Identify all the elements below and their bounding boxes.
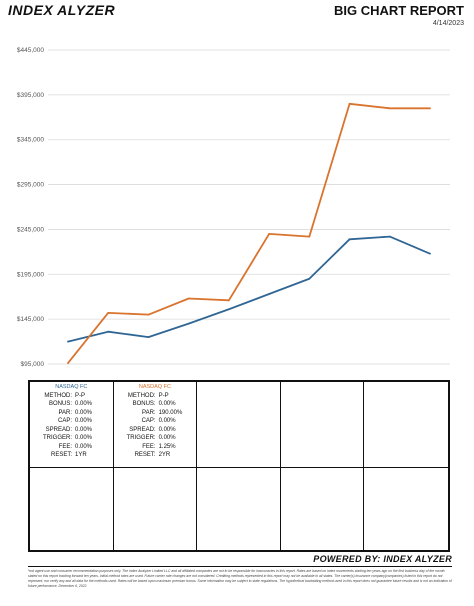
row-value: 0.00%	[75, 409, 93, 416]
panel-row-fee: FEE: 0.00%	[30, 443, 113, 452]
row-value: 1.25%	[158, 443, 176, 450]
report-date: 4/14/2023	[432, 20, 464, 27]
row-label: TRIGGER:	[42, 435, 72, 441]
method-panel-10	[364, 468, 448, 550]
data-point	[308, 277, 311, 280]
panel-row-trigger: TRIGGER: 0.00%	[114, 434, 197, 443]
row-label: RESET:	[50, 452, 72, 458]
data-point	[147, 313, 150, 316]
y-tick-label: $445,000	[17, 47, 44, 54]
row-value: 0.00%	[75, 435, 93, 441]
method-panel-7	[114, 468, 198, 550]
data-point	[67, 362, 69, 365]
method-panel-2: NASDAQ FC METHOD: P-P BONUS: 0.00% PAR: 190…	[113, 382, 198, 468]
row-label: TRIGGER:	[126, 435, 156, 441]
data-point	[268, 293, 271, 295]
data-point	[429, 107, 431, 110]
panel-row-par: PAR: 0.00%	[30, 409, 113, 418]
y-tick-label: $295,000	[17, 182, 44, 189]
crediting-methods-grid: NASDAQ FC METHOD: P-P BONUS: 0.00% PAR: 0.0…	[28, 380, 450, 552]
y-tick-label: $95,000	[21, 361, 45, 368]
row-value: 190.00%	[158, 409, 183, 416]
report-title: BIG CHART REPORT	[334, 3, 464, 18]
row-value: 0.00%	[75, 426, 93, 433]
data-point	[268, 233, 271, 235]
method-panel-6	[30, 468, 114, 550]
data-point	[348, 238, 351, 241]
row-value: P-P	[158, 392, 169, 399]
data-point	[227, 308, 230, 311]
method-panel-title: NASDAQ FC	[138, 384, 171, 390]
panel-row-method: METHOD: P-P	[114, 392, 197, 401]
row-label: PAR:	[58, 409, 72, 416]
panel-row-par: PAR: 190.00%	[114, 409, 197, 418]
data-point	[388, 107, 391, 110]
panel-row-spread: SPREAD: 0.00%	[114, 426, 197, 435]
row-value: 0.00%	[158, 435, 176, 441]
panel-row-cap: CAP: 0.00%	[30, 417, 113, 426]
data-point	[107, 330, 110, 333]
method-panel-1: NASDAQ FC METHOD: P-P BONUS: 0.00% PAR: 0.0…	[30, 382, 114, 468]
row-label: BONUS:	[48, 401, 72, 407]
method-panel-5	[364, 382, 448, 468]
panel-row-reset: RESET: 1YR	[30, 451, 113, 460]
row-value: 0.00%	[75, 401, 93, 407]
data-point	[388, 235, 391, 238]
y-tick-label: $195,000	[17, 271, 44, 278]
row-label: CAP:	[141, 418, 156, 424]
y-tick-label: $395,000	[17, 92, 44, 99]
y-tick-label: $145,000	[17, 316, 44, 323]
series-line-2	[67, 102, 430, 364]
index-alyzer-logo: INDEX ALYZER	[8, 2, 116, 18]
row-label: CAP:	[57, 418, 72, 424]
y-tick-label: $345,000	[17, 137, 44, 144]
panel-row-bonus: BONUS: 0.00%	[114, 400, 197, 409]
powered-by-label: POWERED BY: INDEX ALYZER	[313, 554, 452, 564]
row-value: 0.00%	[75, 443, 93, 450]
row-label: BONUS:	[132, 401, 156, 407]
row-label: SPREAD:	[45, 426, 72, 433]
method-panel-8	[197, 468, 281, 550]
data-point	[67, 340, 69, 343]
data-point	[227, 299, 230, 302]
panel-row-cap: CAP: 0.00%	[114, 417, 197, 426]
series-line-1	[67, 235, 431, 343]
row-value: 1YR	[75, 452, 87, 458]
row-label: RESET:	[134, 452, 156, 458]
line-chart: $95,000 $145,000 $195,000 $245,000 $295,000 $…	[17, 47, 450, 368]
data-point	[308, 235, 311, 238]
method-panel-title: NASDAQ FC	[55, 384, 88, 390]
data-point	[187, 322, 190, 325]
data-point	[429, 252, 431, 255]
row-label: FEE:	[142, 443, 156, 450]
panel-row-spread: SPREAD: 0.00%	[30, 426, 113, 435]
data-point	[187, 297, 190, 300]
data-point	[107, 311, 110, 314]
y-tick-label: $245,000	[17, 226, 44, 233]
method-panel-4	[280, 382, 365, 468]
panel-row-method: METHOD: P-P	[30, 392, 113, 401]
row-label: METHOD:	[44, 392, 72, 399]
row-value: 0.00%	[158, 401, 176, 407]
data-point	[348, 102, 351, 105]
row-value: 2YR	[158, 452, 171, 458]
panel-row-reset: RESET: 2YR	[114, 451, 197, 460]
method-panel-9	[281, 468, 365, 550]
panel-row-bonus: BONUS: 0.00%	[30, 400, 113, 409]
panel-row-trigger: TRIGGER: 0.00%	[30, 434, 113, 443]
row-value: P-P	[75, 392, 86, 399]
row-label: SPREAD:	[129, 426, 156, 433]
method-panel-3	[197, 382, 281, 468]
row-label: METHOD:	[127, 392, 156, 399]
data-point	[147, 336, 150, 338]
footer-divider	[28, 566, 452, 567]
disclaimer-text: *not agent use and consumer recommendati…	[28, 569, 452, 588]
row-value: 0.00%	[158, 426, 176, 433]
row-value: 0.00%	[158, 418, 176, 424]
row-value: 0.00%	[75, 418, 93, 424]
row-label: PAR:	[142, 409, 156, 416]
panel-row-fee: FEE: 1.25%	[114, 443, 197, 452]
row-label: FEE:	[58, 443, 72, 450]
